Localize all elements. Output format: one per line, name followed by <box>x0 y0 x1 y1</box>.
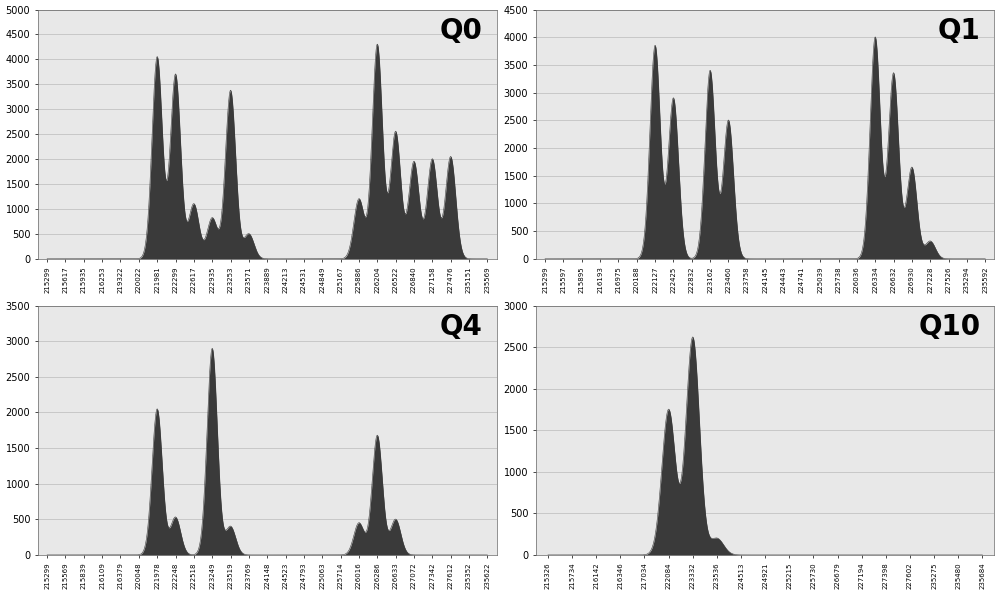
Text: Q10: Q10 <box>919 313 981 341</box>
Text: Q1: Q1 <box>938 17 981 45</box>
Text: Q4: Q4 <box>440 313 483 341</box>
Text: Q0: Q0 <box>440 17 483 45</box>
